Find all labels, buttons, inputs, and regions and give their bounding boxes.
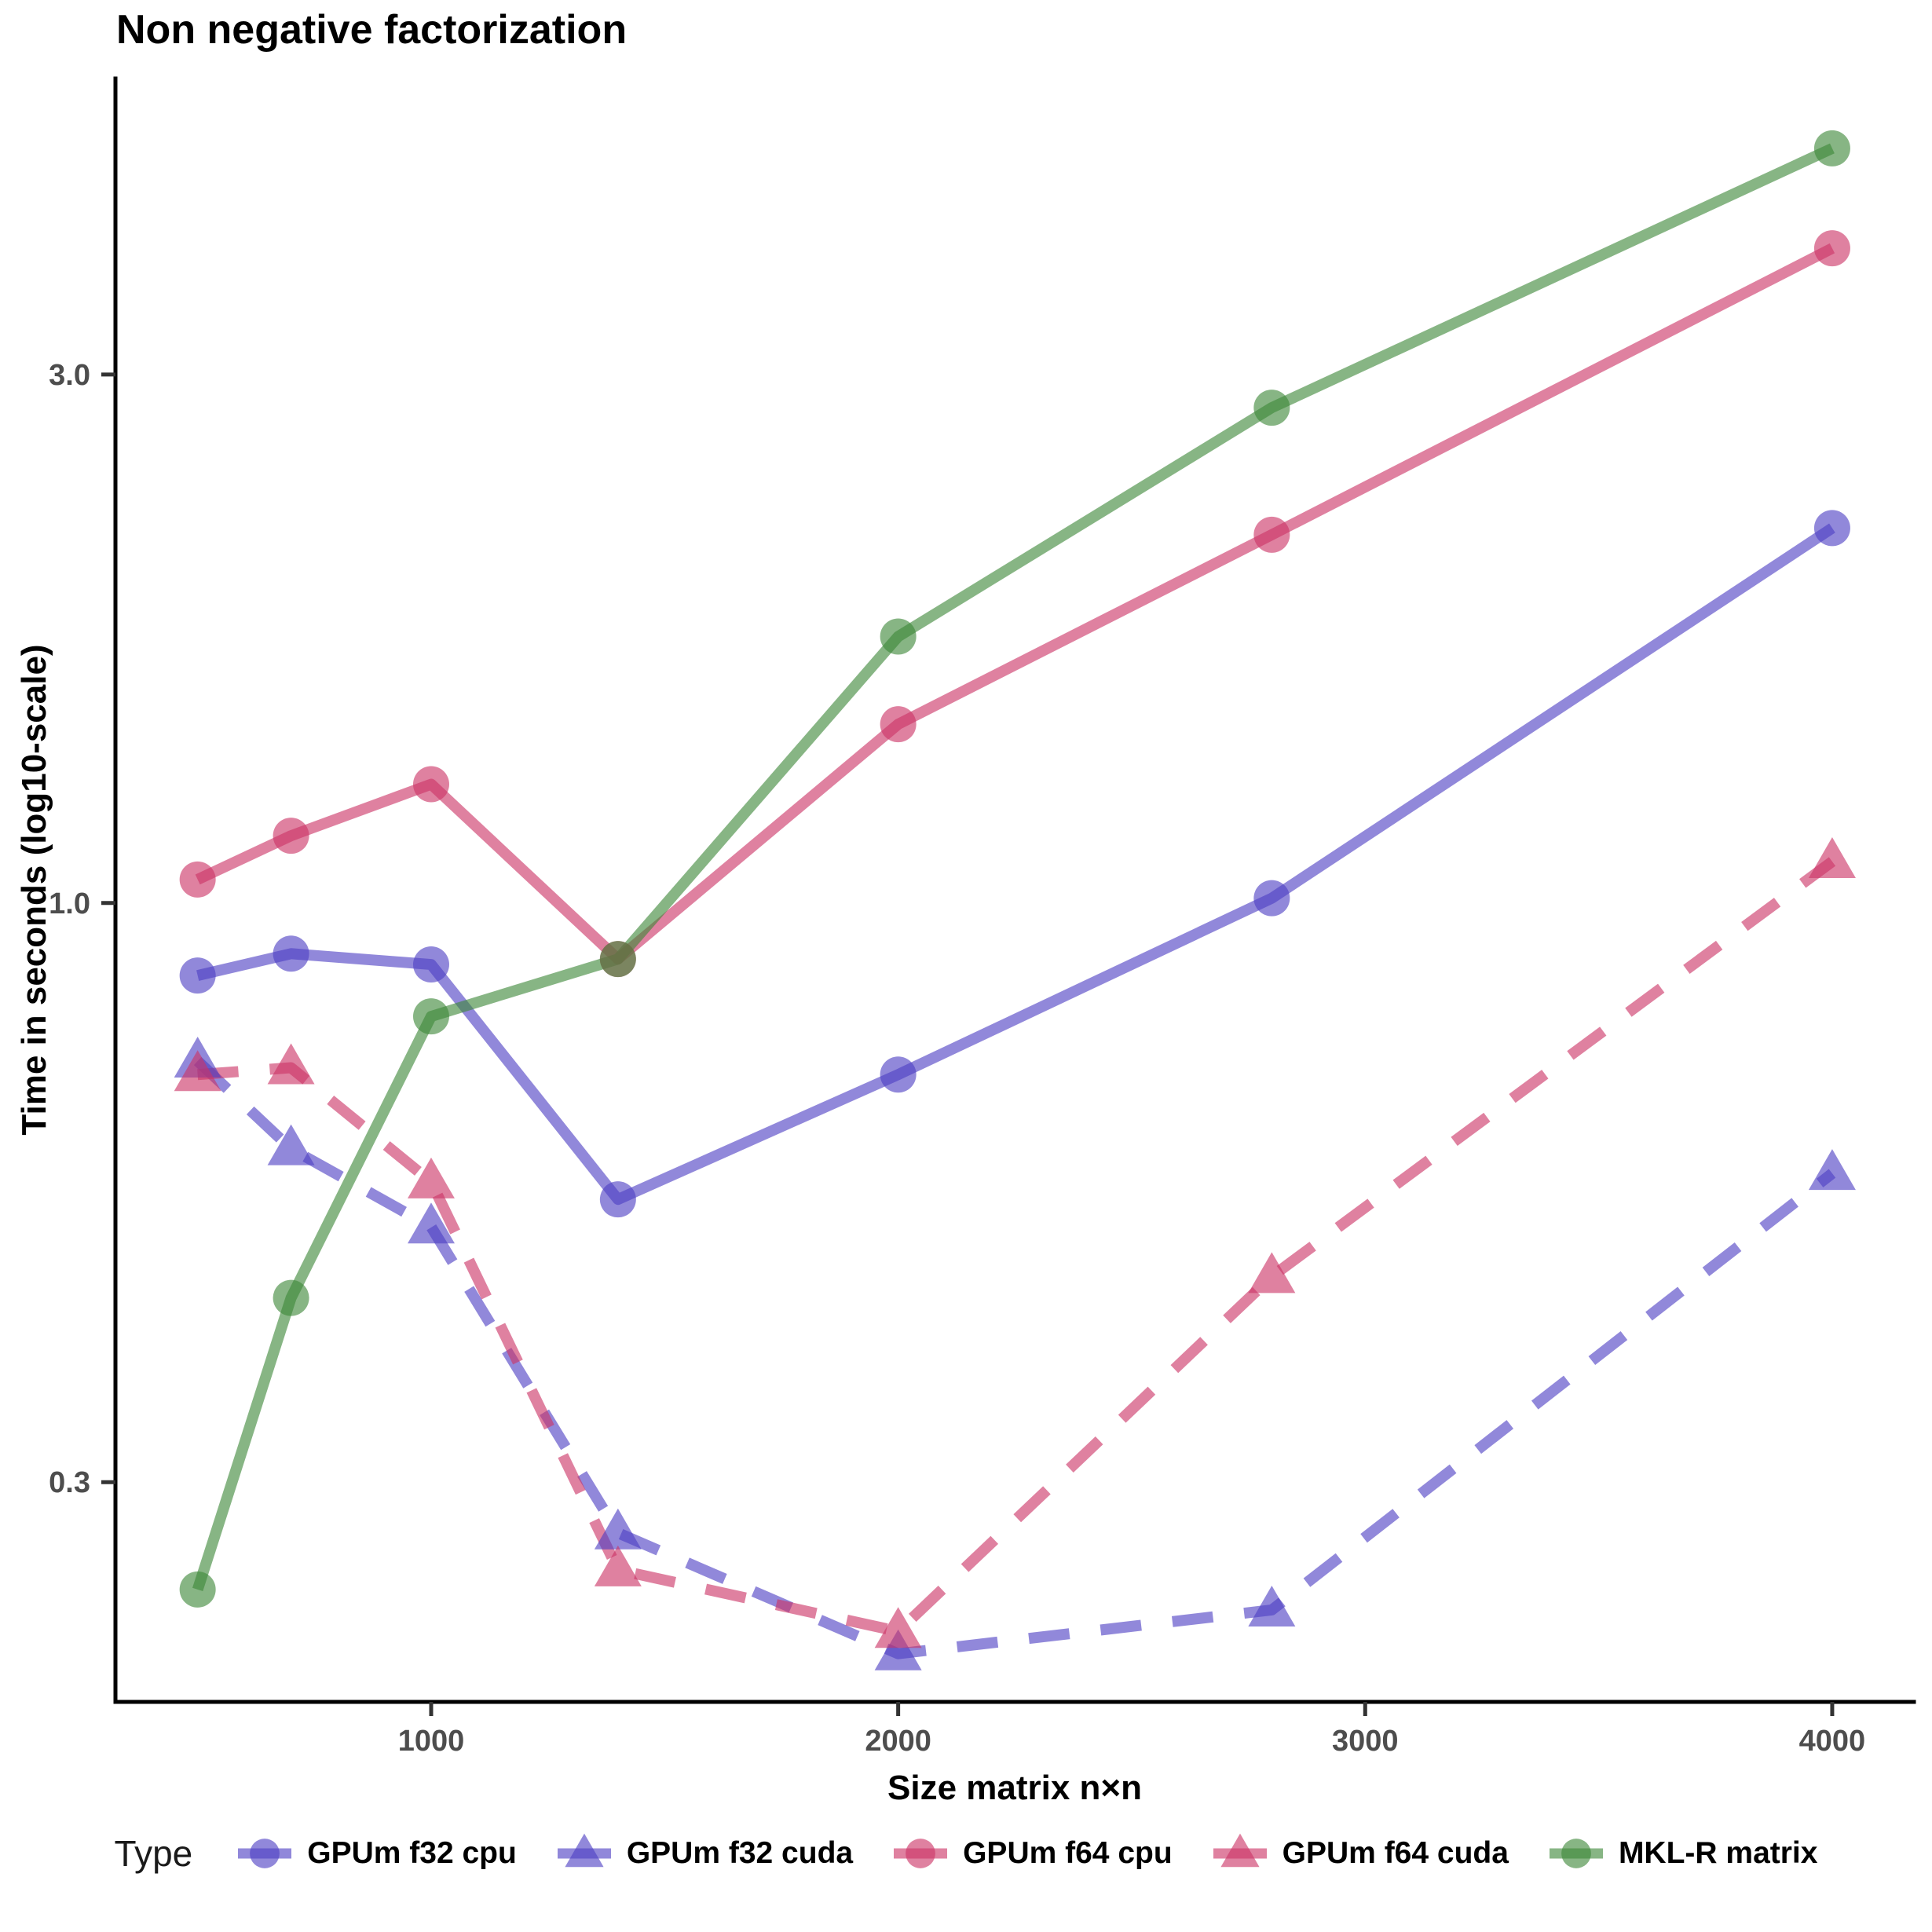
legend-key-triangle-icon [557, 1833, 611, 1868]
legend-item-label: GPUm f32 cpu [307, 1836, 517, 1870]
y-tick-label: 1.0 [49, 887, 90, 920]
x-tick-label: 4000 [1799, 1725, 1866, 1758]
data-point-gpum-f64-cuda [1808, 836, 1856, 878]
x-tick-label: 3000 [1332, 1725, 1399, 1758]
data-point-gpum-f32-cuda [594, 1508, 642, 1550]
legend-key-circle-icon [1549, 1839, 1603, 1868]
legend-item-label: GPUm f32 cuda [626, 1836, 854, 1870]
data-point-gpum-f32-cuda [1808, 1149, 1856, 1191]
chart-title: Non negative factorization [116, 7, 628, 53]
data-point-gpum-f32-cuda [874, 1629, 922, 1670]
legend: Type GPUm f32 cpu GPUm f32 cuda GPUm f64… [0, 1830, 1932, 1877]
data-point-mkl-r-matrix [599, 941, 636, 978]
legend-key-circle-icon [238, 1839, 292, 1868]
legend-key-marker [1561, 1839, 1591, 1868]
series-line-gpum-f32-cuda [193, 1056, 1836, 1659]
data-point-gpum-f32-cpu [273, 935, 309, 972]
data-point-gpum-f32-cuda [407, 1202, 455, 1244]
legend-key-marker [1220, 1833, 1260, 1868]
series-line-gpum-f32-cpu [196, 523, 1835, 1206]
legend-item-mkl-r-matrix: MKL-R matrix [1543, 1830, 1818, 1877]
data-point-gpum-f64-cpu [412, 766, 449, 803]
data-point-gpum-f32-cpu [179, 957, 216, 994]
data-point-gpum-f64-cuda [874, 1607, 922, 1648]
data-point-gpum-f64-cuda [267, 1043, 315, 1085]
data-point-gpum-f64-cuda [594, 1545, 642, 1586]
data-point-gpum-f64-cpu [1253, 516, 1290, 553]
x-tick-label: 1000 [398, 1725, 465, 1758]
data-point-gpum-f32-cpu [599, 1181, 636, 1218]
legend-item-label: GPUm f64 cpu [963, 1836, 1173, 1870]
data-point-gpum-f64-cuda [1248, 1252, 1296, 1293]
data-point-mkl-r-matrix [273, 1279, 309, 1316]
data-point-gpum-f32-cuda [1248, 1585, 1296, 1626]
data-point-mkl-r-matrix [1253, 390, 1290, 426]
legend-item-label: GPUm f64 cuda [1282, 1836, 1509, 1870]
legend-key-marker [565, 1833, 604, 1868]
legend-key-triangle-icon [1213, 1833, 1267, 1868]
legend-item-label: MKL-R matrix [1618, 1836, 1818, 1870]
data-point-gpum-f64-cpu [273, 818, 309, 854]
y-tick-label: 0.3 [49, 1466, 90, 1499]
legend-title: Type [114, 1833, 193, 1874]
legend-item-gpum-f64-cpu: GPUm f64 cpu [887, 1830, 1173, 1877]
data-point-gpum-f64-cpu [179, 861, 216, 898]
legend-key-marker [906, 1839, 935, 1868]
series-line-mkl-r-matrix [192, 143, 1835, 1592]
data-point-gpum-f64-cpu [1813, 230, 1850, 267]
data-point-gpum-f32-cpu [1253, 880, 1290, 917]
legend-item-gpum-f32-cpu: GPUm f32 cpu [232, 1830, 517, 1877]
x-axis-label: Size matrix n×n [887, 1769, 1143, 1807]
data-point-mkl-r-matrix [179, 1571, 216, 1608]
data-point-mkl-r-matrix [880, 618, 917, 655]
data-point-gpum-f32-cpu [1813, 510, 1850, 547]
data-point-gpum-f64-cuda [174, 1050, 221, 1092]
data-point-gpum-f32-cuda [267, 1124, 315, 1165]
legend-item-gpum-f64-cuda: GPUm f64 cuda [1207, 1830, 1509, 1877]
legend-item-gpum-f32-cuda: GPUm f32 cuda [551, 1830, 853, 1877]
data-point-gpum-f64-cpu [880, 706, 917, 743]
series-line-gpum-f64-cpu [195, 243, 1835, 965]
data-point-gpum-f32-cpu [412, 946, 449, 983]
data-point-gpum-f64-cuda [407, 1157, 455, 1198]
data-point-mkl-r-matrix [1813, 130, 1850, 166]
y-tick-label: 3.0 [49, 359, 90, 392]
x-tick-label: 2000 [865, 1725, 931, 1758]
data-point-mkl-r-matrix [412, 998, 449, 1035]
data-point-gpum-f32-cpu [880, 1056, 917, 1093]
legend-key-marker [250, 1839, 280, 1868]
legend-key-circle-icon [894, 1839, 948, 1868]
